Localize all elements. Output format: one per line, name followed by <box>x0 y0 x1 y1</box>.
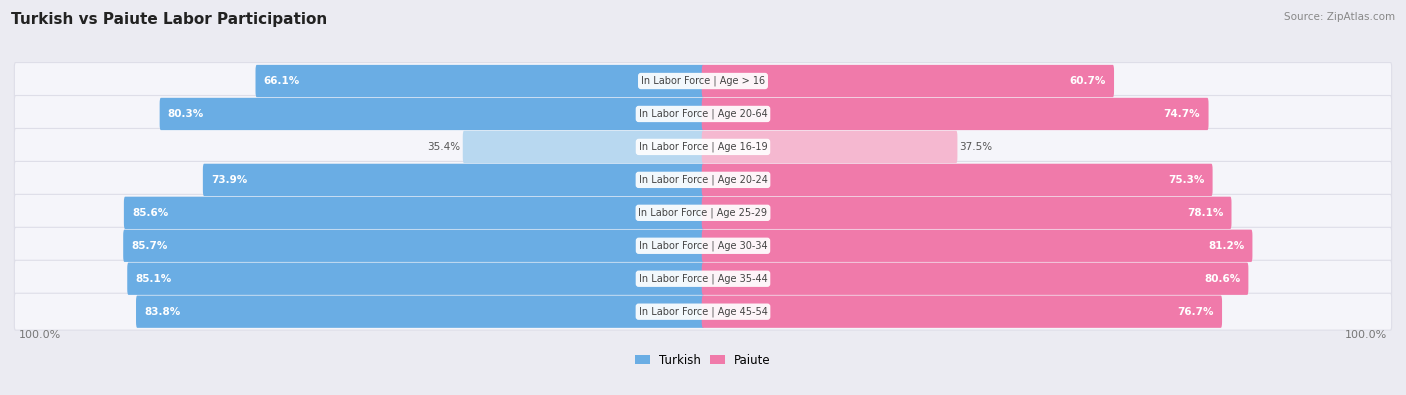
Text: In Labor Force | Age > 16: In Labor Force | Age > 16 <box>641 76 765 86</box>
FancyBboxPatch shape <box>702 263 1249 295</box>
Text: 35.4%: 35.4% <box>427 142 461 152</box>
FancyBboxPatch shape <box>702 164 1212 196</box>
FancyBboxPatch shape <box>124 229 704 262</box>
FancyBboxPatch shape <box>14 162 1392 198</box>
Text: In Labor Force | Age 30-34: In Labor Force | Age 30-34 <box>638 241 768 251</box>
FancyBboxPatch shape <box>160 98 704 130</box>
Text: 73.9%: 73.9% <box>211 175 247 185</box>
Text: In Labor Force | Age 20-64: In Labor Force | Age 20-64 <box>638 109 768 119</box>
Text: 74.7%: 74.7% <box>1164 109 1201 119</box>
Text: 85.6%: 85.6% <box>132 208 169 218</box>
FancyBboxPatch shape <box>702 229 1253 262</box>
Text: In Labor Force | Age 45-54: In Labor Force | Age 45-54 <box>638 307 768 317</box>
Legend: Turkish, Paiute: Turkish, Paiute <box>631 349 775 371</box>
Text: 100.0%: 100.0% <box>18 330 60 340</box>
Text: In Labor Force | Age 20-24: In Labor Force | Age 20-24 <box>638 175 768 185</box>
Text: 66.1%: 66.1% <box>264 76 299 86</box>
FancyBboxPatch shape <box>14 194 1392 231</box>
Text: 81.2%: 81.2% <box>1208 241 1244 251</box>
Text: In Labor Force | Age 25-29: In Labor Force | Age 25-29 <box>638 208 768 218</box>
FancyBboxPatch shape <box>702 131 957 163</box>
FancyBboxPatch shape <box>463 131 704 163</box>
Text: Source: ZipAtlas.com: Source: ZipAtlas.com <box>1284 12 1395 22</box>
FancyBboxPatch shape <box>14 96 1392 132</box>
Text: 75.3%: 75.3% <box>1168 175 1205 185</box>
Text: In Labor Force | Age 35-44: In Labor Force | Age 35-44 <box>638 273 768 284</box>
FancyBboxPatch shape <box>702 197 1232 229</box>
Text: 100.0%: 100.0% <box>1346 330 1388 340</box>
Text: 37.5%: 37.5% <box>960 142 993 152</box>
FancyBboxPatch shape <box>702 295 1222 328</box>
Text: 80.6%: 80.6% <box>1204 274 1240 284</box>
FancyBboxPatch shape <box>256 65 704 97</box>
Text: 85.7%: 85.7% <box>131 241 167 251</box>
Text: 83.8%: 83.8% <box>145 307 180 317</box>
Text: 85.1%: 85.1% <box>135 274 172 284</box>
FancyBboxPatch shape <box>128 263 704 295</box>
FancyBboxPatch shape <box>202 164 704 196</box>
Text: 60.7%: 60.7% <box>1070 76 1107 86</box>
FancyBboxPatch shape <box>136 295 704 328</box>
FancyBboxPatch shape <box>14 62 1392 100</box>
Text: 76.7%: 76.7% <box>1177 307 1213 317</box>
FancyBboxPatch shape <box>702 98 1209 130</box>
FancyBboxPatch shape <box>702 65 1114 97</box>
Text: Turkish vs Paiute Labor Participation: Turkish vs Paiute Labor Participation <box>11 12 328 27</box>
FancyBboxPatch shape <box>14 260 1392 297</box>
FancyBboxPatch shape <box>14 228 1392 264</box>
Text: In Labor Force | Age 16-19: In Labor Force | Age 16-19 <box>638 142 768 152</box>
FancyBboxPatch shape <box>124 197 704 229</box>
FancyBboxPatch shape <box>14 293 1392 330</box>
Text: 78.1%: 78.1% <box>1187 208 1223 218</box>
Text: 80.3%: 80.3% <box>167 109 204 119</box>
FancyBboxPatch shape <box>14 128 1392 166</box>
